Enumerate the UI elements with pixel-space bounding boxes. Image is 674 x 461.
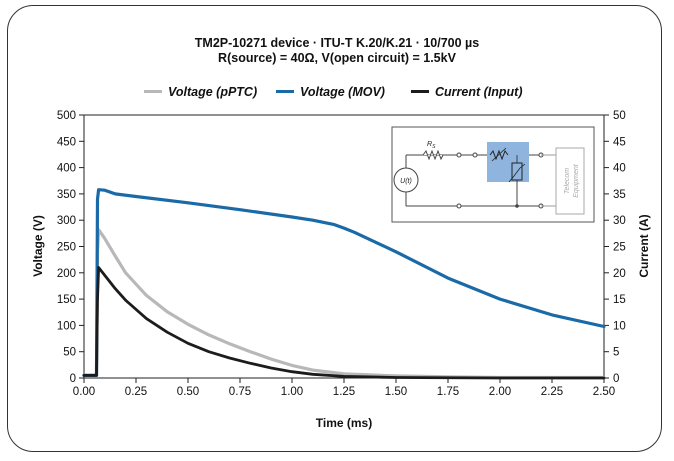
terminal-node: [472, 152, 478, 158]
inset-schematic: U(t) RS Telecom Equipment: [391, 126, 595, 223]
y2-tick-label: 25: [613, 242, 626, 254]
x-tick-label: 1.25: [333, 386, 355, 398]
x-tick-label: 1.00: [281, 386, 303, 398]
y-tick-label: 300: [57, 215, 76, 227]
mov-slash: [508, 163, 526, 183]
x-axis-title: Time (ms): [316, 416, 372, 430]
y-tick-label: 50: [63, 347, 76, 359]
x-tick-label: 2.00: [489, 386, 511, 398]
legend-swatch-mov: [276, 90, 294, 94]
y-tick-label: 200: [57, 268, 76, 280]
legend-label-mov: Voltage (MOV): [300, 85, 385, 99]
x-tick-label: 2.50: [593, 386, 615, 398]
series-layer: [82, 188, 606, 380]
y2-tick-label: 0: [613, 373, 619, 385]
y2-tick-label: 50: [613, 110, 626, 122]
pptc-icon: [489, 149, 509, 161]
y-tick-label: 500: [57, 110, 76, 122]
legend-item-mov: Voltage (MOV): [276, 85, 385, 99]
x-tick-label: 1.75: [437, 386, 459, 398]
legend-swatch-current: [411, 90, 429, 94]
y2-axis-title: Current (A): [637, 214, 651, 277]
y2-tick-label: 30: [613, 215, 626, 227]
y-tick-label: 150: [57, 294, 76, 306]
legend: Voltage (pPTC) Voltage (MOV) Current (In…: [0, 85, 674, 101]
y2-tick-label: 15: [613, 294, 626, 306]
y2-tick-label: 45: [613, 136, 626, 148]
chart-title: TM2P-10271 device · ITU-T K.20/K.21 · 10…: [194, 36, 480, 50]
terminal-node: [456, 203, 462, 209]
protection-highlight: [487, 142, 529, 182]
legend-label-pptc: Voltage (pPTC): [168, 85, 258, 99]
equipment-label-2: Equipment: [573, 163, 580, 198]
pptc-slash: [491, 147, 507, 162]
x-tick-label: 0.25: [125, 386, 147, 398]
y2-tick-label: 35: [613, 189, 626, 201]
ticks: 0.00 0.25 0.50 0.75 1.00 1.25 1.50 1.75 2.00 2.25…: [57, 110, 626, 398]
y-tick-label: 0: [70, 373, 76, 385]
x-tick-label: 1.50: [385, 386, 407, 398]
x-tick-label: 0.50: [177, 386, 199, 398]
y-axis-title: Voltage (V): [31, 215, 45, 277]
legend-label-current: Current (Input): [435, 85, 523, 99]
y2-tick-label: 5: [613, 347, 619, 359]
y-tick-label: 400: [57, 163, 76, 175]
resistor-label: RS: [427, 141, 436, 150]
x-tick-label: 2.25: [541, 386, 563, 398]
equipment-label-1: Telecom: [564, 168, 571, 194]
equipment-box: [555, 147, 585, 215]
junction-dot: [515, 204, 519, 208]
series-line-voltage-mov: [82, 188, 606, 377]
legend-swatch-pptc: [144, 90, 162, 94]
y-tick-label: 250: [57, 242, 76, 254]
y2-tick-label: 10: [613, 320, 626, 332]
chart-subtitle: R(source) = 40Ω, V(open circuit) = 1.5kV: [218, 51, 456, 65]
x-tick-label: 0.00: [73, 386, 95, 398]
terminal-node: [456, 152, 462, 158]
y-tick-label: 450: [57, 136, 76, 148]
legend-item-current: Current (Input): [411, 85, 522, 99]
legend-item-pptc: Voltage (pPTC): [144, 85, 257, 99]
voltage-source-label: U(t): [400, 178, 412, 185]
series-line-voltage-pptc: [82, 228, 606, 380]
voltage-source-icon: [393, 167, 419, 193]
y-tick-label: 350: [57, 189, 76, 201]
y2-tick-label: 20: [613, 268, 626, 280]
series-line-current-input: [82, 266, 606, 380]
y2-tick-label: 40: [613, 163, 626, 175]
y-tick-label: 100: [57, 320, 76, 332]
x-tick-label: 0.75: [229, 386, 251, 398]
resistor-icon: [422, 149, 444, 161]
